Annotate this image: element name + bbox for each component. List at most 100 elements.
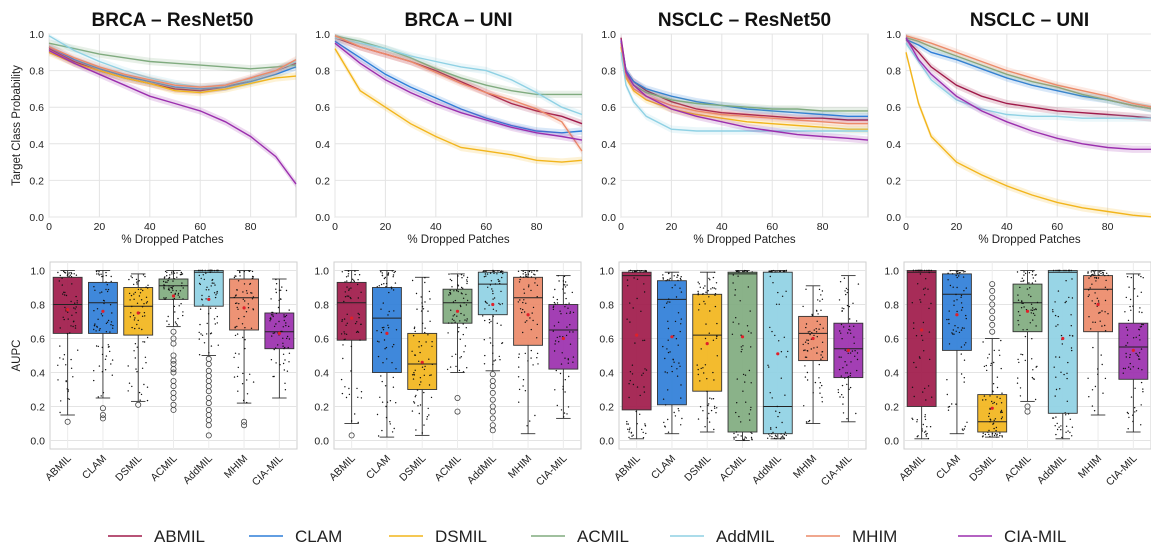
sample-point: [449, 278, 451, 281]
sample-point: [773, 437, 776, 439]
sample-point: [558, 280, 560, 282]
box-abmil: [906, 269, 937, 440]
box-cia-mil: [548, 275, 579, 419]
sample-point: [565, 303, 567, 306]
sample-point: [498, 302, 500, 305]
sample-point: [412, 378, 415, 380]
sample-point: [673, 275, 675, 277]
sample-point: [411, 374, 414, 376]
sample-point: [1071, 349, 1073, 352]
y-tick-label: 0.6: [886, 102, 901, 114]
sample-point: [963, 344, 966, 346]
sample-point: [346, 322, 348, 324]
sample-point: [1000, 418, 1003, 420]
sample-point: [643, 283, 645, 285]
sample-point: [342, 357, 344, 360]
sample-point: [927, 437, 930, 440]
sample-point: [681, 417, 683, 420]
sample-point: [737, 271, 740, 273]
sample-point: [106, 321, 109, 323]
sample-point: [216, 269, 218, 272]
sample-point: [1090, 274, 1093, 276]
sample-point: [201, 299, 203, 301]
sample-point: [483, 276, 486, 278]
sample-point: [843, 326, 845, 328]
sample-point: [532, 319, 534, 322]
sample-point: [674, 320, 677, 323]
series-line-addmil: [905, 42, 1151, 119]
sample-point: [350, 281, 352, 283]
outlier-point: [99, 411, 106, 418]
sample-point: [639, 271, 641, 273]
sample-point: [350, 297, 352, 300]
sample-point: [996, 386, 999, 389]
sample-point: [198, 282, 201, 285]
sample-point: [645, 270, 647, 272]
sample-point: [205, 298, 207, 300]
sample-point: [781, 421, 783, 424]
sample-point: [283, 314, 285, 316]
sample-point: [1052, 309, 1054, 311]
box-clam: [372, 270, 402, 438]
box-body: [906, 270, 937, 407]
sample-point: [850, 361, 852, 363]
sample-point: [627, 423, 629, 425]
sample-point: [492, 345, 494, 347]
sample-point: [130, 294, 133, 297]
sample-point: [922, 288, 925, 290]
sample-point: [767, 437, 769, 439]
sample-point: [63, 354, 66, 356]
sample-point: [66, 333, 69, 335]
sample-point: [819, 300, 821, 302]
sample-point: [283, 319, 285, 322]
sample-point: [100, 313, 103, 315]
sample-point: [1067, 361, 1069, 364]
sample-point: [395, 368, 397, 370]
sample-point: [457, 275, 459, 277]
sample-point: [807, 331, 809, 333]
sample-point: [287, 346, 289, 349]
sample-point: [802, 343, 804, 346]
sample-point: [200, 277, 202, 280]
sample-point: [712, 398, 715, 400]
sample-point: [1104, 330, 1107, 332]
sample-point: [630, 432, 632, 434]
sample-point: [988, 429, 990, 432]
sample-point: [674, 284, 676, 286]
sample-point: [343, 339, 345, 341]
sample-point: [109, 350, 111, 353]
sample-point: [740, 421, 742, 423]
sample-point: [387, 314, 389, 316]
sample-point: [915, 269, 917, 272]
sample-point: [62, 358, 64, 360]
sample-point: [134, 343, 137, 345]
sample-point: [1055, 356, 1057, 358]
sample-point: [1068, 269, 1070, 272]
sample-point: [856, 352, 859, 354]
sample-point: [1140, 424, 1142, 426]
sample-point: [771, 436, 773, 438]
sample-point: [812, 392, 814, 394]
sample-point: [1052, 417, 1054, 419]
sample-point: [636, 297, 638, 300]
sample-point: [244, 347, 246, 350]
sample-point: [172, 280, 174, 282]
sample-point: [640, 310, 642, 312]
sample-point: [392, 376, 394, 379]
sample-point: [995, 430, 997, 432]
sample-point: [811, 314, 814, 317]
sample-point: [673, 335, 675, 337]
sample-point: [807, 350, 809, 352]
sample-point: [924, 414, 926, 416]
sample-point: [110, 275, 112, 278]
sample-point: [1102, 272, 1105, 274]
sample-point: [629, 302, 631, 304]
sample-point: [63, 294, 66, 296]
sample-point: [746, 270, 748, 273]
sample-point: [1021, 354, 1024, 356]
sample-point: [677, 344, 679, 346]
y-tick-label: 0.8: [599, 300, 614, 312]
sample-point: [780, 351, 783, 353]
sample-point: [66, 388, 68, 390]
